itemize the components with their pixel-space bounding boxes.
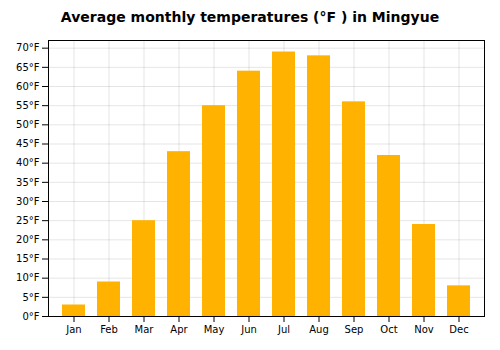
svg-text:60°F: 60°F [16,81,40,92]
svg-text:Jan: Jan [65,324,81,335]
svg-text:Apr: Apr [170,324,188,335]
svg-text:35°F: 35°F [16,177,40,188]
svg-text:30°F: 30°F [16,196,40,207]
svg-text:20°F: 20°F [16,234,40,245]
svg-text:Oct: Oct [380,324,397,335]
svg-text:Mar: Mar [135,324,155,335]
svg-text:0°F: 0°F [22,311,39,322]
svg-text:70°F: 70°F [16,42,40,53]
html-text:Average monthly temperatures (: Average monthly temperatures (°F ) in Mi… [60,9,440,25]
svg-text:Aug: Aug [309,324,329,335]
svg-text:55°F: 55°F [16,100,40,111]
svg-text:40°F: 40°F [16,157,40,168]
svg-text:Feb: Feb [100,324,118,335]
svg-text:50°F: 50°F [16,119,40,130]
svg-text:Jul: Jul [277,324,290,335]
svg-text:Dec: Dec [449,324,468,335]
svg-text:Nov: Nov [414,324,434,335]
svg-text:Jun: Jun [240,324,257,335]
svg-text:10°F: 10°F [16,272,40,283]
svg-text:65°F: 65°F [16,62,40,73]
svg-text:25°F: 25°F [16,215,40,226]
svg-text:May: May [204,324,225,335]
svg-text:45°F: 45°F [16,138,40,149]
svg-text:5°F: 5°F [22,292,39,303]
svg-text:15°F: 15°F [16,253,40,264]
svg-text:Sep: Sep [345,324,364,335]
